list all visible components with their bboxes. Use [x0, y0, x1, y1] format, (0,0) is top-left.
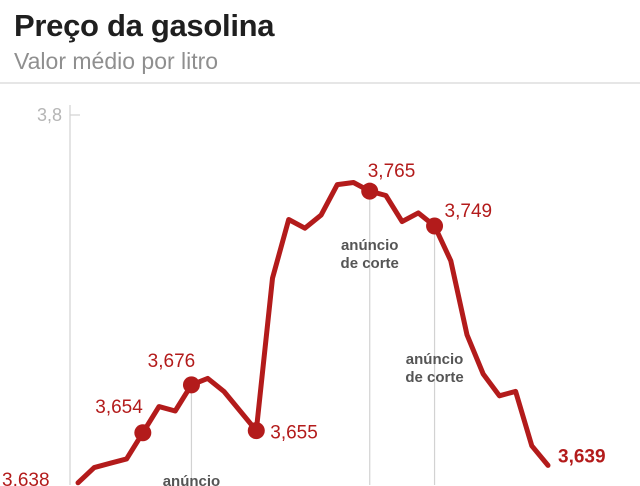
- data-label: 3,676: [148, 351, 196, 372]
- data-label: 3,654: [95, 397, 143, 418]
- y-tick-label: 3,8: [37, 105, 62, 125]
- data-label: 3,638: [2, 470, 50, 486]
- data-label: 3,639: [558, 446, 606, 467]
- data-label: 3,655: [270, 423, 318, 444]
- annotation-label: de corte: [341, 255, 399, 272]
- data-point: [247, 422, 265, 440]
- annotation-label: anúncio: [406, 351, 464, 368]
- annotation-label: anúncio: [163, 473, 221, 486]
- data-label: 3,765: [368, 161, 416, 182]
- chart-subtitle: Valor médio por litro: [14, 48, 219, 74]
- data-label: 3,749: [445, 201, 493, 222]
- annotation-label: de corte: [405, 369, 463, 386]
- annotation-label: anúncio: [341, 237, 399, 254]
- chart-title: Preço da gasolina: [14, 8, 275, 43]
- data-point: [182, 376, 200, 394]
- header-divider: [0, 82, 640, 84]
- data-point: [426, 217, 444, 235]
- data-point: [361, 182, 379, 200]
- series-line: [75, 180, 551, 486]
- data-point: [134, 424, 152, 442]
